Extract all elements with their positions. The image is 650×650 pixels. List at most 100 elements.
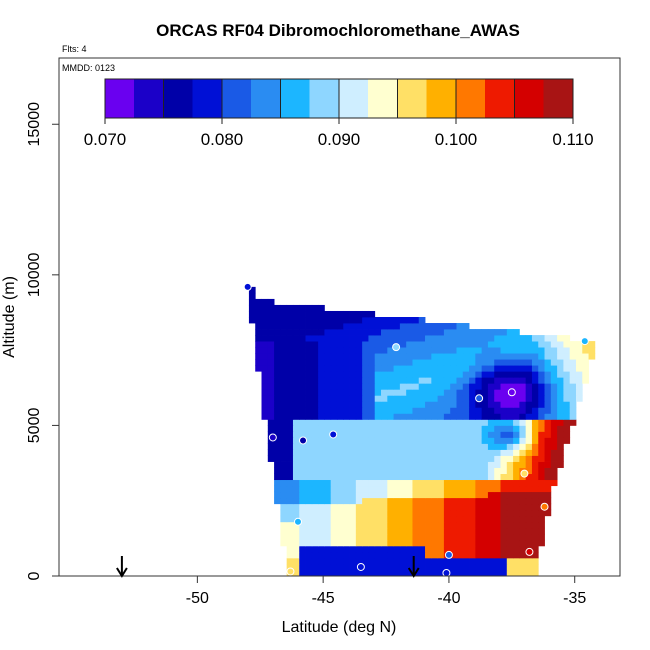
heatmap-cell <box>418 353 426 360</box>
heatmap-cell <box>330 461 338 468</box>
heatmap-cell <box>437 419 445 426</box>
heatmap-cell <box>538 521 545 529</box>
heatmap-cell <box>462 533 470 541</box>
heatmap-cell <box>450 359 457 366</box>
heatmap-cell <box>305 455 313 462</box>
heatmap-cell <box>318 407 325 414</box>
heatmap-cell <box>393 383 401 390</box>
heatmap-cell <box>487 551 495 559</box>
heatmap-cell <box>255 359 262 366</box>
heatmap-cell <box>563 437 571 444</box>
x-axis-label: Latitude (deg N) <box>282 619 397 636</box>
heatmap-cell <box>418 377 426 384</box>
heatmap-cell <box>349 515 357 523</box>
heatmap-cell <box>355 473 363 481</box>
heatmap-cell <box>525 527 533 535</box>
heatmap-cell <box>575 371 583 378</box>
sample-point <box>299 436 308 445</box>
heatmap-cell <box>368 377 376 384</box>
heatmap-cell <box>456 419 464 426</box>
heatmap-cell <box>274 304 281 312</box>
heatmap-cell <box>381 515 388 523</box>
heatmap-cell <box>406 371 413 378</box>
heatmap-cell <box>431 503 439 511</box>
heatmap-cell <box>431 365 439 372</box>
heatmap-cell <box>311 479 319 487</box>
heatmap-cell <box>368 317 376 324</box>
heatmap-cell <box>469 491 476 499</box>
heatmap-cell <box>399 527 407 535</box>
heatmap-cell <box>267 341 275 348</box>
heatmap-cell <box>544 383 552 390</box>
heatmap-cell <box>519 365 527 372</box>
heatmap-cell <box>324 545 332 553</box>
heatmap-cell <box>381 443 388 450</box>
heatmap-cell <box>349 491 357 499</box>
heatmap-cell <box>292 317 300 324</box>
heatmap-cell <box>399 401 407 408</box>
heatmap-cell <box>557 377 564 384</box>
heatmap-cell <box>456 509 464 517</box>
heatmap-cell <box>513 377 520 384</box>
heatmap-cell <box>393 353 401 360</box>
heatmap-cell <box>261 365 269 372</box>
heatmap-cell <box>425 365 432 372</box>
heatmap-cell <box>393 491 401 499</box>
heatmap-cell <box>412 509 420 517</box>
heatmap-cell <box>575 353 583 360</box>
heatmap-cell <box>274 353 281 360</box>
heatmap-cell <box>443 467 451 474</box>
heatmap-cell <box>431 467 439 474</box>
heatmap-cell <box>305 497 313 505</box>
heatmap-cell <box>443 401 451 408</box>
heatmap-cell <box>311 359 319 366</box>
heatmap-cell <box>311 545 319 553</box>
heatmap-cell <box>311 389 319 396</box>
heatmap-cell <box>292 467 300 474</box>
heatmap-cell <box>494 515 501 523</box>
heatmap-cell <box>437 461 445 468</box>
heatmap-cell <box>418 569 426 576</box>
heatmap-cell <box>336 377 344 384</box>
heatmap-cell <box>261 389 269 396</box>
heatmap-cell <box>475 527 483 535</box>
heatmap-cell <box>456 557 464 565</box>
heatmap-cell <box>412 521 420 529</box>
heatmap-cell <box>475 539 483 547</box>
heatmap-cell <box>393 563 401 571</box>
heatmap-cell <box>261 298 269 306</box>
heatmap-cell <box>349 317 357 324</box>
heatmap-cell <box>387 449 394 456</box>
heatmap-cell <box>563 347 571 354</box>
heatmap-cell <box>450 491 457 499</box>
heatmap-cell <box>387 371 394 378</box>
heatmap-cell <box>569 347 577 354</box>
heatmap-cell <box>374 515 382 523</box>
heatmap-cell <box>387 335 394 342</box>
heatmap-cell <box>399 335 407 342</box>
heatmap-cell <box>513 569 520 576</box>
heatmap-cell <box>456 377 464 384</box>
heatmap-cell <box>431 335 439 342</box>
heatmap-cell <box>550 419 558 426</box>
heatmap-cell <box>412 401 420 408</box>
heatmap-cell <box>456 455 464 462</box>
heatmap-cell <box>299 425 306 432</box>
heatmap-cell <box>544 449 552 456</box>
heatmap-cell <box>462 425 470 432</box>
heatmap-cell <box>286 335 294 342</box>
heatmap-cell <box>418 521 426 529</box>
heatmap-cell <box>487 395 495 402</box>
heatmap-cell <box>393 449 401 456</box>
heatmap-cell <box>362 353 369 360</box>
heatmap-cell <box>557 401 564 408</box>
heatmap-cell <box>343 317 350 324</box>
heatmap-cell <box>500 341 508 348</box>
heatmap-cell <box>305 467 313 474</box>
heatmap-cell <box>248 304 256 312</box>
heatmap-cell <box>305 371 313 378</box>
heatmap-cell <box>519 551 527 559</box>
heatmap-cell <box>343 497 350 505</box>
heatmap-cell <box>450 503 457 511</box>
heatmap-cell <box>330 473 338 481</box>
